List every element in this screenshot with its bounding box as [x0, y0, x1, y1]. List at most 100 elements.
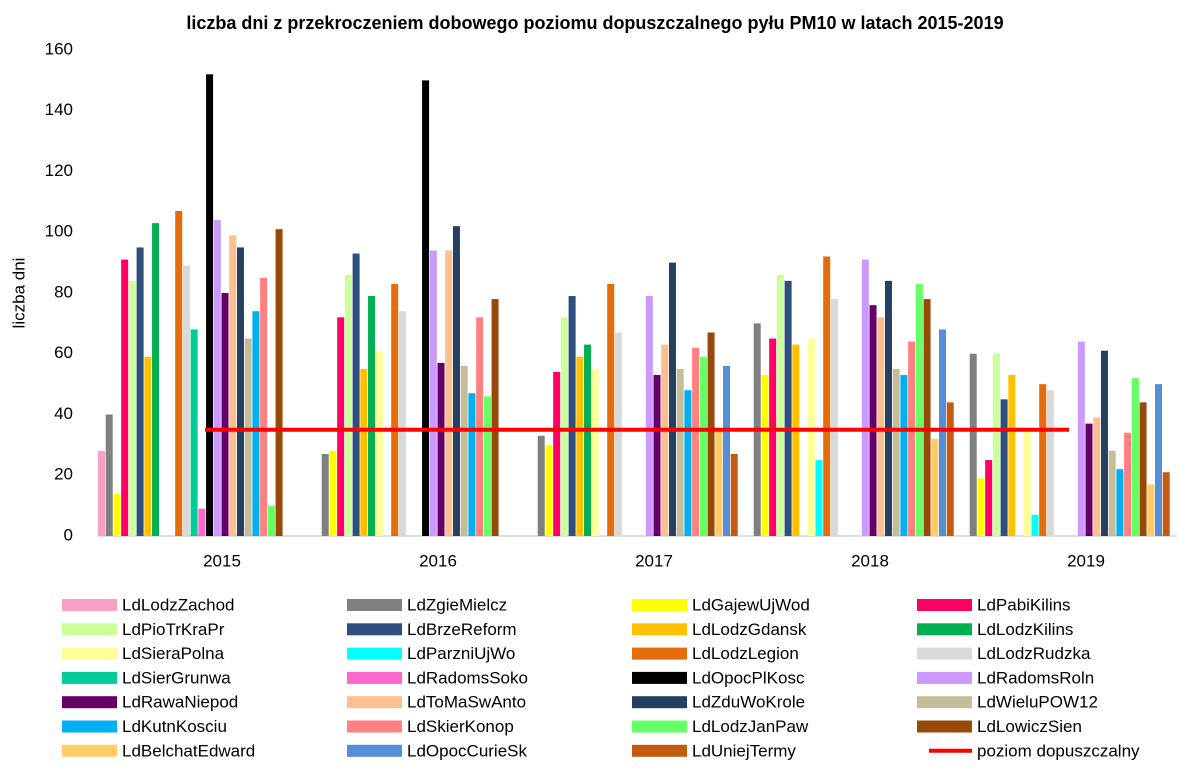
bar [560, 317, 568, 536]
legend-swatch [632, 671, 687, 684]
bar [668, 262, 676, 536]
bar [483, 396, 491, 536]
bar [869, 305, 877, 536]
legend-label: LdZduWoKrole [692, 693, 805, 712]
bar [676, 368, 684, 536]
bar [1131, 378, 1139, 536]
bar [537, 435, 545, 536]
y-tick-label: 60 [54, 343, 73, 362]
legend-label: LdWieluPOW12 [977, 693, 1098, 712]
bar [915, 283, 923, 536]
legend-label: LdLodzLegion [692, 644, 799, 663]
legend-label: poziom dopuszczalny [977, 741, 1140, 760]
bar [923, 299, 931, 536]
y-tick-label: 140 [45, 100, 73, 119]
bar [861, 259, 869, 536]
bar [992, 353, 1000, 536]
legend-swatch [347, 623, 402, 636]
bar [275, 229, 283, 536]
x-tick-label: 2016 [419, 551, 457, 570]
y-tick-label: 160 [45, 39, 73, 58]
y-tick-label: 0 [64, 525, 73, 544]
bar [113, 493, 121, 536]
bar [1108, 450, 1116, 536]
bar [823, 256, 831, 536]
legend-swatch [62, 599, 117, 611]
bar [1077, 341, 1085, 536]
legend-label: LdKutnKosciu [122, 717, 227, 736]
bar [784, 280, 792, 536]
bar [908, 341, 916, 536]
bar [175, 210, 183, 537]
legend-swatch [62, 671, 117, 684]
bar [692, 347, 700, 536]
bar [121, 259, 129, 536]
bar [476, 317, 484, 536]
bar [1162, 472, 1170, 536]
bar [884, 280, 892, 536]
legend-swatch [917, 623, 972, 636]
bar [1116, 469, 1124, 536]
bar [1031, 514, 1039, 536]
legend-swatch [347, 696, 402, 709]
legend-swatch [632, 744, 687, 757]
bar [422, 80, 430, 536]
legend-label: LdPabiKilins [977, 595, 1071, 614]
legend-swatch [62, 623, 117, 636]
legend-label: LdSierGrunwa [122, 668, 231, 687]
bar [190, 329, 198, 536]
bar [614, 332, 622, 536]
bar [321, 453, 329, 536]
bar [221, 293, 229, 536]
bar [900, 375, 908, 536]
bar [730, 453, 738, 536]
bar [985, 460, 993, 536]
bar [946, 402, 954, 536]
bar [591, 368, 599, 536]
bar [368, 296, 376, 536]
bar [267, 505, 275, 536]
legend-label: LdRadomsSoko [407, 668, 528, 687]
bar [206, 74, 214, 537]
bar [939, 329, 946, 536]
bar [445, 250, 453, 536]
legend-swatch [62, 696, 117, 709]
bar [715, 429, 723, 536]
bar [437, 362, 445, 536]
bar [877, 317, 885, 536]
bar [661, 344, 669, 536]
legend-swatch [917, 696, 972, 709]
bar [684, 390, 692, 536]
bar [329, 450, 337, 536]
y-axis-label: liczba dni [9, 258, 28, 329]
bar [815, 460, 823, 536]
bar [468, 393, 476, 536]
bar [229, 235, 237, 536]
x-tick-label: 2019 [1067, 551, 1105, 570]
bar [105, 414, 113, 536]
bar [252, 311, 260, 536]
bar [1124, 432, 1132, 536]
legend-swatch [632, 599, 687, 611]
bar [1100, 350, 1108, 536]
bar [1139, 402, 1147, 536]
bar [707, 332, 715, 536]
bar [653, 375, 661, 536]
bar [244, 338, 252, 536]
legend-swatch [62, 744, 117, 757]
legend-swatch [347, 599, 402, 611]
legend-label: LdOpocPlKosc [692, 668, 805, 687]
legend-swatch [347, 744, 402, 757]
legend-label: LdSieraPolna [122, 644, 225, 663]
bar [136, 247, 144, 536]
bar [429, 250, 437, 536]
legend-label: LdGajewUjWod [692, 595, 810, 614]
legend-label: LdLodzZachod [122, 595, 234, 614]
bar [98, 450, 105, 536]
bar [568, 296, 576, 536]
legend-swatch [347, 720, 402, 733]
bar [337, 317, 345, 536]
bar [391, 283, 399, 536]
x-tick-label: 2015 [203, 551, 241, 570]
